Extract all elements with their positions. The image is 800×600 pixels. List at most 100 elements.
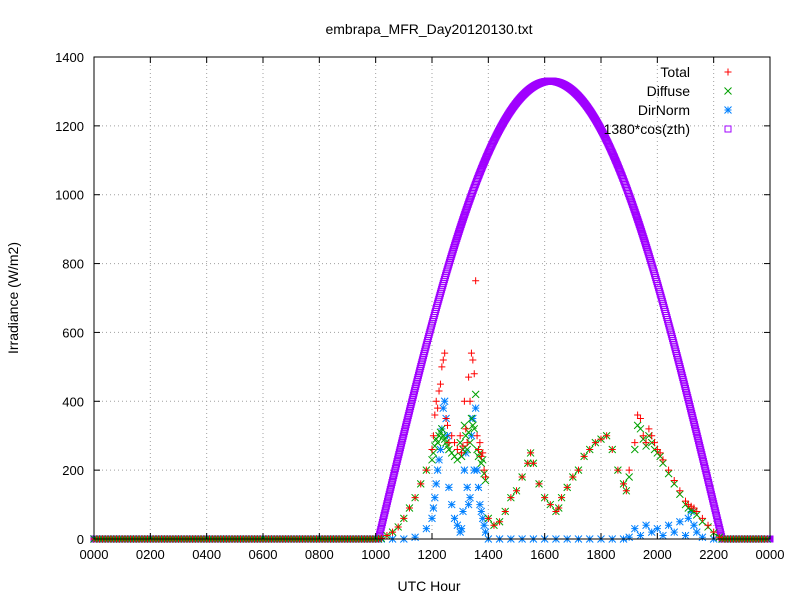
dirnorm-point: [463, 483, 472, 492]
total-point: [473, 432, 481, 440]
total-point: [459, 442, 467, 450]
total-point: [438, 363, 446, 371]
diffuse-point: [636, 424, 645, 433]
dirnorm-point: [440, 397, 449, 406]
cos-zth-point: [638, 229, 646, 237]
cos-zth-point: [378, 518, 386, 526]
cos-zth-point: [381, 509, 389, 517]
cos-zth-point: [412, 380, 420, 388]
cos-zth-point: [386, 486, 394, 494]
diffuse-point: [630, 445, 639, 454]
diffuse-point: [467, 414, 476, 423]
chart-title: embrapa_MFR_Day20120130.txt: [325, 21, 532, 37]
cos-zth-point: [678, 371, 686, 379]
dirnorm-point: [432, 480, 441, 488]
total-point: [394, 523, 402, 531]
total-point: [474, 445, 482, 453]
cos-zth-point: [638, 227, 646, 235]
cos-zth-point: [700, 460, 708, 468]
cos-zth-point: [389, 476, 397, 484]
cos-zth-point: [698, 451, 706, 459]
cos-zth-point: [684, 394, 692, 402]
total-point: [432, 397, 440, 405]
dirnorm-point: [659, 531, 667, 540]
cos-zth-point: [401, 425, 409, 433]
total-point: [482, 473, 490, 481]
cos-zth-point: [382, 504, 390, 512]
cos-zth-point: [688, 412, 696, 420]
cos-zth-point: [417, 362, 425, 370]
dirnorm-point: [464, 500, 473, 509]
diffuse-point: [470, 424, 479, 433]
total-point: [580, 452, 588, 460]
cos-zth-point: [676, 365, 684, 373]
total-point: [651, 439, 659, 447]
diffuse-point: [460, 421, 469, 430]
cos-zth-point: [716, 528, 724, 536]
dirnorm-point: [476, 500, 484, 509]
total-point: [462, 425, 470, 433]
dirnorm-point: [478, 514, 487, 523]
cos-zth-point: [416, 365, 424, 373]
total-point: [558, 494, 566, 502]
cos-zth-point: [708, 493, 716, 501]
cos-zth-point: [402, 423, 410, 431]
total-point: [574, 466, 582, 474]
cos-zth-point: [683, 391, 691, 399]
y-tick-label: 1400: [55, 50, 84, 65]
y-tick-label: 600: [62, 325, 84, 340]
diffuse-point: [625, 473, 634, 481]
cos-zth-point: [700, 458, 708, 466]
dirnorm-point: [433, 466, 442, 474]
dirnorm-point: [428, 514, 436, 523]
x-tick-label: 0400: [192, 547, 221, 562]
cos-zth-point: [410, 389, 418, 397]
dirnorm-point: [430, 493, 439, 502]
cos-zth-point: [695, 439, 703, 447]
total-point: [377, 534, 385, 542]
dirnorm-point: [411, 533, 419, 542]
cos-zth-point: [696, 444, 704, 452]
y-tick-label: 1000: [55, 188, 84, 203]
cos-zth-point: [452, 238, 460, 246]
total-point: [389, 528, 397, 536]
cos-zth-point: [404, 412, 412, 420]
cos-zth-point: [414, 371, 422, 379]
total-point: [435, 387, 443, 395]
total-point: [451, 439, 459, 447]
cos-zth-point: [684, 396, 692, 404]
x-axis-label: UTC Hour: [397, 578, 460, 594]
cos-zth-point: [399, 432, 407, 440]
dirnorm-point: [457, 524, 466, 533]
cos-zth-point: [687, 407, 695, 415]
diffuse-point: [428, 455, 436, 464]
dirnorm-point: [436, 445, 445, 454]
cos-zth-point: [709, 495, 717, 503]
cos-zth-point: [378, 521, 386, 529]
total-point: [670, 476, 678, 484]
dirnorm-point: [681, 531, 690, 540]
total-point: [518, 473, 526, 481]
cos-zth-point: [641, 238, 649, 246]
dirnorm-point: [698, 533, 707, 542]
total-point: [665, 466, 673, 474]
cos-zth-point: [711, 507, 719, 515]
cos-zth-point: [412, 382, 420, 390]
total-point: [490, 521, 498, 529]
total-point: [405, 504, 413, 512]
cos-zth-point: [673, 352, 681, 360]
x-tick-label: 2200: [699, 547, 728, 562]
cos-zth-point: [642, 240, 650, 248]
cos-zth-point: [386, 488, 394, 496]
cos-zth-point: [448, 249, 456, 257]
diffuse-point: [429, 449, 438, 457]
dirnorm-point: [480, 521, 488, 530]
cos-zth-point: [395, 451, 403, 459]
dirnorm-point: [471, 404, 480, 413]
cos-zth-point: [702, 469, 710, 477]
total-point: [620, 480, 628, 488]
cos-zth-point: [453, 233, 461, 241]
total-point: [469, 356, 477, 364]
cos-zth-point: [413, 378, 421, 386]
dirnorm-point: [453, 521, 462, 530]
